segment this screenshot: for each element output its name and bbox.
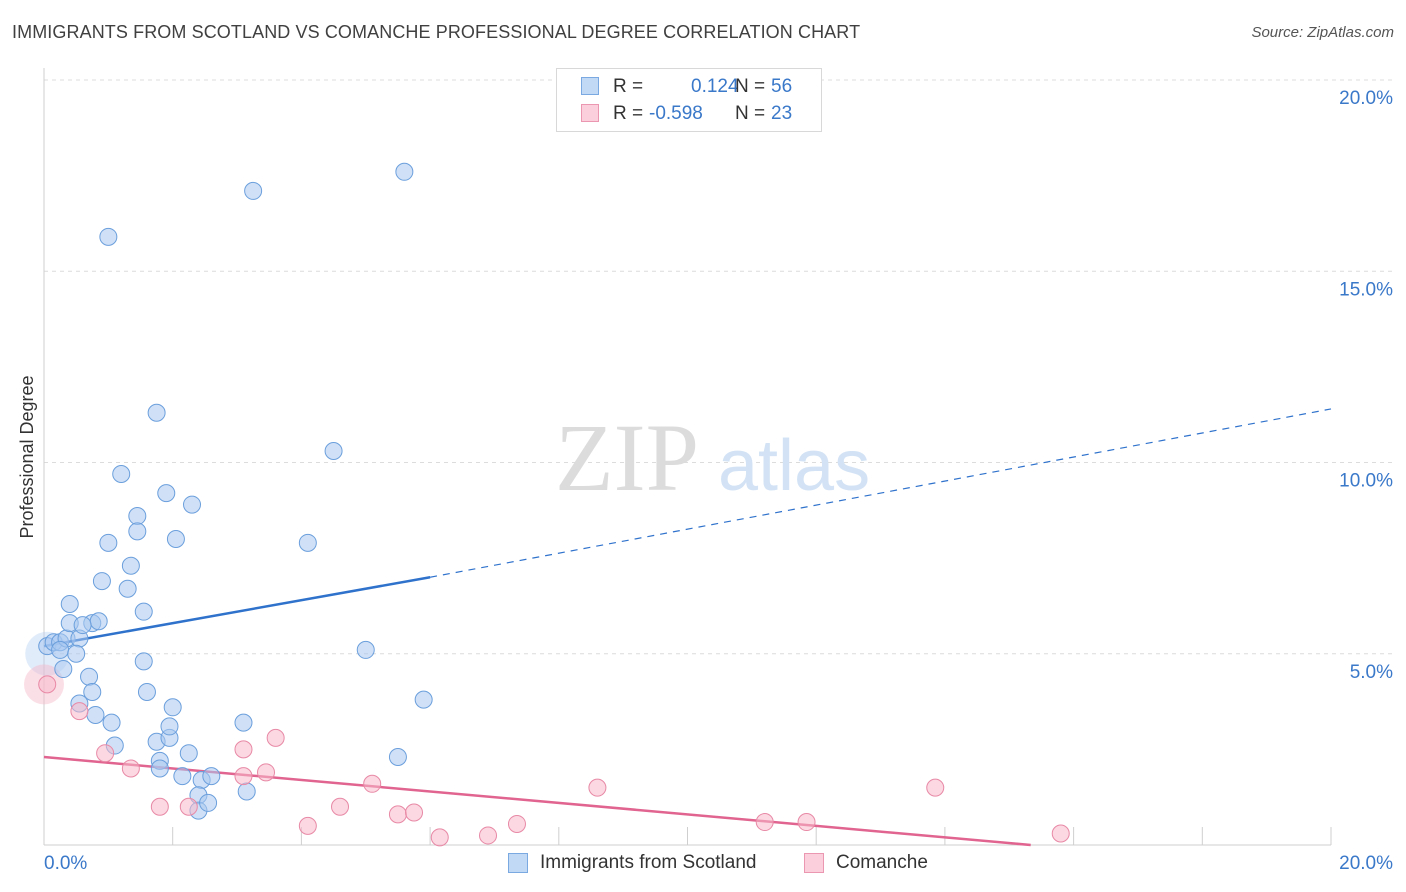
x-tick-label: 0.0% (44, 853, 87, 874)
point-comanche (430, 828, 449, 847)
point-scotland (112, 464, 131, 483)
point-scotland (80, 667, 99, 686)
point-comanche (234, 740, 253, 759)
point-scotland (199, 793, 218, 812)
bottom-legend-swatch-pink (804, 853, 824, 873)
point-comanche (1051, 824, 1070, 843)
chart-title: IMMIGRANTS FROM SCOTLAND VS COMANCHE PRO… (12, 22, 861, 42)
point-scotland (102, 713, 121, 732)
point-scotland (298, 533, 317, 552)
correlation-legend: R = 0.124 N = 56 R = -0.598 N = 23 (556, 68, 822, 132)
point-scotland (150, 759, 169, 778)
legend-n-label: N = (735, 103, 766, 124)
y-tick-label: 5.0% (1350, 662, 1393, 683)
data-points (24, 162, 1070, 847)
point-scotland (99, 227, 118, 246)
point-scotland (414, 690, 433, 709)
y-tick-label: 10.0% (1339, 471, 1393, 492)
tick-labels: 5.0% 10.0% 15.0% 20.0% 0.0% 20.0% (44, 88, 1393, 874)
point-scotland (163, 698, 182, 717)
point-scotland (134, 602, 153, 621)
watermark-atlas: atlas (718, 426, 870, 506)
trend-line-scotland (43, 576, 431, 648)
point-scotland (147, 403, 166, 422)
legend-swatch-pink (581, 104, 599, 122)
point-comanche (257, 763, 276, 782)
point-scotland (128, 522, 147, 541)
bottom-legend-label-comanche: Comanche (836, 852, 928, 873)
point-comanche (507, 814, 526, 833)
legend-n-value: 23 (771, 103, 793, 124)
point-comanche (70, 702, 89, 721)
point-scotland (92, 572, 111, 591)
x-tick-label: 20.0% (1339, 853, 1393, 874)
point-scotland (54, 660, 73, 679)
point-scotland (395, 162, 414, 181)
point-comanche (121, 759, 140, 778)
point-comanche (479, 826, 498, 845)
legend-swatch-blue (581, 77, 599, 95)
point-scotland (73, 616, 92, 635)
legend-r-label: R = (613, 76, 644, 97)
y-axis-label: Professional Degree (17, 375, 37, 538)
point-comanche (363, 774, 382, 793)
point-scotland (51, 640, 70, 659)
grid-lines (44, 79, 1395, 655)
axes (43, 68, 1332, 846)
point-comanche (797, 813, 816, 832)
point-comanche (179, 797, 198, 816)
point-comanche (926, 778, 945, 797)
point-comanche (331, 797, 350, 816)
point-scotland (183, 495, 202, 514)
point-scotland (356, 640, 375, 659)
point-comanche (755, 813, 774, 832)
chart-source: Source: ZipAtlas.com (1251, 24, 1394, 41)
point-scotland (134, 652, 153, 671)
point-scotland (118, 579, 137, 598)
legend-n-value: 56 (771, 76, 793, 97)
trend-line-scotland-extension (429, 408, 1332, 578)
point-scotland (388, 748, 407, 767)
point-scotland (121, 556, 140, 575)
point-scotland (157, 484, 176, 503)
point-scotland (86, 705, 105, 724)
legend-r-value: 0.124 (691, 76, 739, 97)
point-scotland (202, 767, 221, 786)
point-comanche (150, 797, 169, 816)
point-comanche (234, 767, 253, 786)
point-comanche (96, 744, 115, 763)
point-scotland (160, 717, 179, 736)
point-scotland (137, 683, 156, 701)
point-scotland (173, 767, 192, 786)
point-scotland (89, 612, 108, 631)
point-scotland (128, 507, 147, 526)
point-scotland (234, 713, 253, 732)
watermark-zip: ZIP (555, 404, 699, 511)
bottom-legend-swatch-blue (508, 853, 528, 873)
point-comanche (405, 803, 424, 822)
point-scotland (237, 782, 256, 801)
legend-r-value: -0.598 (649, 103, 703, 124)
point-comanche (38, 675, 57, 694)
y-tick-label: 15.0% (1339, 279, 1393, 300)
legend-r-label: R = (613, 103, 644, 124)
point-scotland (67, 644, 86, 663)
point-comanche (266, 728, 285, 747)
point-scotland (324, 442, 343, 461)
bottom-legend-label-scotland: Immigrants from Scotland (540, 852, 757, 873)
point-scotland (166, 530, 185, 548)
point-scotland (60, 595, 79, 614)
point-comanche (588, 778, 607, 797)
legend-n-label: N = (735, 76, 766, 97)
y-tick-label: 20.0% (1339, 88, 1393, 109)
point-comanche (298, 816, 317, 835)
point-comanche (388, 805, 407, 824)
point-scotland (83, 683, 102, 701)
point-scotland (99, 533, 118, 552)
point-scotland (179, 744, 198, 763)
point-scotland (244, 181, 263, 200)
